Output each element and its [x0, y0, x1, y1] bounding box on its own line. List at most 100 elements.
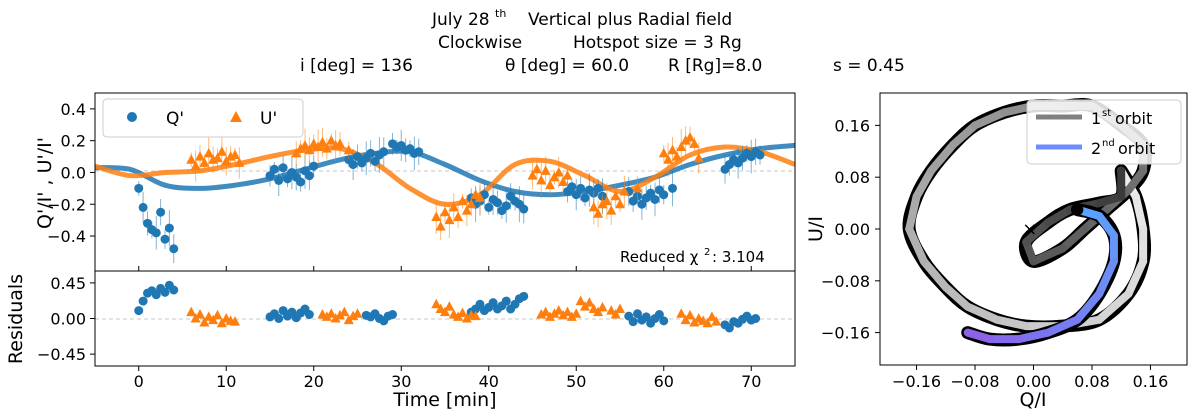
- x-tick-label: 0.16: [1133, 372, 1169, 391]
- data-point-u: [199, 157, 210, 167]
- top-left-legend: Q' U': [102, 98, 304, 138]
- y-tick-label: 0.0: [61, 163, 86, 182]
- data-point-q: [493, 198, 502, 208]
- right-panel: × −0.16 −0.08 0.00 0.08 0.16 0.160.080.00−0.…: [805, 92, 1188, 411]
- legend-q-label: Q': [166, 109, 184, 129]
- data-point-u: [343, 144, 354, 155]
- legend-orbit1-num: 1: [1091, 109, 1101, 128]
- data-point-q: [156, 207, 166, 217]
- orbit-segment: [1044, 315, 1082, 337]
- orbit-segment: [905, 192, 921, 233]
- title-hotspot: Hotspot size = 3 Rg: [573, 33, 742, 53]
- data-point-u: [566, 311, 577, 321]
- right-xlabel: Q/I: [1020, 389, 1047, 411]
- data-point-q: [633, 309, 642, 319]
- data-point-q: [160, 234, 170, 244]
- data-point-u: [558, 309, 569, 320]
- data-point-q: [265, 171, 275, 181]
- orbit-segment: [1124, 166, 1148, 195]
- x-tick-label: −0.16: [892, 372, 941, 391]
- x-tick-label: 20: [304, 372, 324, 391]
- data-point-u: [667, 144, 678, 155]
- data-point-q: [571, 190, 581, 200]
- orbit-segment: [992, 315, 1031, 331]
- data-point-q: [370, 156, 380, 166]
- data-point-q: [353, 152, 362, 162]
- orbit-segment: [1029, 244, 1067, 266]
- data-point-u: [545, 179, 555, 190]
- orbit-segment: [1058, 225, 1089, 253]
- data-point-q: [164, 223, 174, 233]
- title-line1-rest: Vertical plus Radial field: [528, 10, 732, 30]
- data-point-u: [221, 155, 232, 166]
- residual-points: [134, 280, 761, 333]
- data-point-u: [571, 308, 582, 318]
- orbit-markers: ×: [1022, 203, 1084, 240]
- data-point-u: [321, 143, 332, 153]
- orbit-segment: [963, 302, 1001, 324]
- orbit-segment: [963, 328, 994, 344]
- orbit-track: [902, 98, 1152, 347]
- data-point-u: [190, 160, 201, 171]
- data-point-u: [610, 309, 621, 319]
- data-point-u: [212, 309, 223, 320]
- data-point-q: [366, 148, 376, 158]
- orbit-segment: [919, 257, 950, 292]
- legend-orbit2-label: orbit: [1118, 139, 1155, 158]
- data-point-q: [519, 204, 529, 214]
- orbit-segment: [971, 108, 1009, 130]
- data-point-q: [274, 175, 284, 185]
- data-point-u: [531, 163, 542, 174]
- data-point-q: [304, 171, 314, 181]
- data-point-u: [300, 139, 310, 150]
- y-tick-label: −0.45: [37, 345, 86, 364]
- data-point-q: [751, 314, 761, 323]
- orbit-segment: [1022, 218, 1053, 246]
- data-point-q: [269, 164, 279, 174]
- data-point-u: [615, 303, 625, 313]
- title-inclination: i [deg] = 136: [300, 56, 413, 76]
- title-s: s = 0.45: [833, 56, 905, 76]
- legend-q-marker: [127, 112, 137, 122]
- orbit-legend: 1 st orbit 2 nd orbit: [1026, 99, 1182, 165]
- data-point-u: [457, 307, 468, 317]
- data-point-u: [195, 151, 205, 161]
- legend-u-label: U': [260, 109, 277, 129]
- data-point-q: [501, 296, 511, 306]
- x-tick-label: 10: [216, 372, 236, 391]
- data-point-u: [435, 221, 446, 231]
- legend-u-marker: [230, 111, 242, 122]
- data-point-q: [304, 310, 314, 320]
- data-point-u: [606, 205, 617, 215]
- x-tick-label: −0.08: [951, 372, 1000, 391]
- data-point-q: [169, 285, 179, 295]
- data-point-q: [283, 174, 292, 184]
- orbit-segment: [1131, 192, 1148, 233]
- data-point-u: [335, 309, 345, 320]
- title-direction: Clockwise: [438, 33, 522, 53]
- data-point-q: [580, 193, 590, 203]
- data-point-u: [321, 311, 332, 321]
- data-point-u: [230, 316, 240, 326]
- data-point-u: [606, 305, 617, 315]
- y-tick-label: 0.2: [61, 132, 86, 151]
- data-point-q: [519, 291, 529, 301]
- data-point-u: [304, 144, 315, 155]
- data-point-u: [676, 308, 687, 318]
- data-point-u: [615, 198, 625, 209]
- data-point-u: [671, 151, 682, 161]
- data-point-u: [195, 309, 205, 319]
- end-marker: [1071, 203, 1084, 216]
- orbit-segment: [905, 225, 928, 266]
- data-point-u: [475, 192, 485, 202]
- x-tick-label: 0: [134, 372, 144, 391]
- orbit-segment: [912, 166, 936, 201]
- data-point-u: [558, 176, 569, 186]
- data-point-q: [659, 190, 669, 200]
- data-point-u: [461, 313, 472, 323]
- data-point-q: [138, 202, 148, 212]
- data-point-u: [562, 306, 573, 317]
- data-point-q: [278, 163, 288, 173]
- x-tick-label: 30: [391, 372, 411, 391]
- orbit-segment: [1073, 289, 1104, 324]
